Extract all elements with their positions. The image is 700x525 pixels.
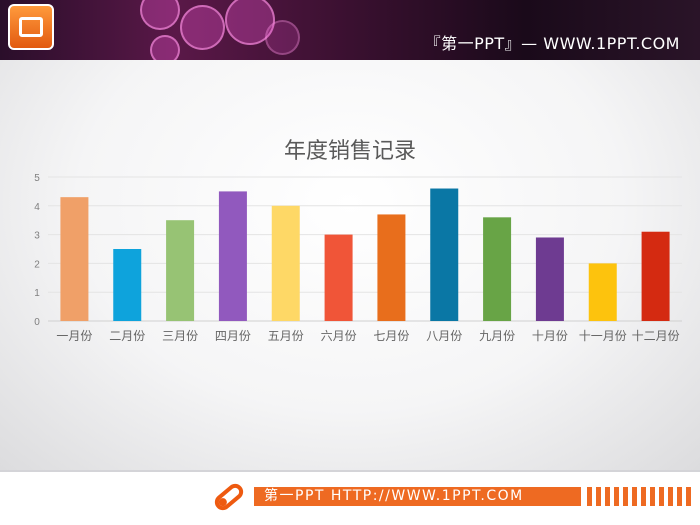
y-tick-label: 2 [34,259,40,270]
y-tick-label: 0 [34,317,40,328]
chart-title: 年度销售记录 [283,139,416,164]
footer-divider [0,470,700,472]
footer-url-bar: 第一PPT HTTP://WWW.1PPT.COM [254,487,581,506]
bar-6 [324,234,353,321]
stripe [677,487,682,506]
stripe [650,487,655,506]
bar-8 [430,188,459,321]
bar-1 [60,197,89,321]
x-tick-label: 九月份 [479,329,515,343]
bar-7 [377,214,406,321]
stripe [614,487,619,506]
stripe [596,487,601,506]
stripe [587,487,592,506]
bar-10 [535,237,564,321]
footer-stripes [587,487,691,506]
stripe [686,487,691,506]
y-tick-label: 4 [34,202,40,213]
stripe [659,487,664,506]
x-tick-label: 一月份 [56,329,92,343]
bokeh-decoration [225,0,275,45]
powerpoint-icon [8,4,54,50]
bar-2 [113,249,142,321]
bar-11 [588,263,617,321]
x-tick-label: 二月份 [109,329,145,343]
pen-icon [214,483,244,511]
stripe [623,487,628,506]
x-tick-label: 八月份 [426,329,462,343]
bar-12 [641,231,670,321]
y-tick-label: 3 [34,231,40,242]
x-tick-label: 十一月份 [579,329,627,343]
bokeh-decoration [150,35,180,60]
x-tick-label: 四月份 [215,329,251,343]
bokeh-decoration [180,5,225,50]
y-tick-label: 5 [34,173,40,184]
bar-5 [271,205,300,321]
header-banner: 『第一PPT』— WWW.1PPT.COM [0,0,700,60]
y-tick-label: 1 [34,288,40,299]
stripe [668,487,673,506]
bar-4 [218,191,247,321]
bar-9 [483,217,512,321]
x-tick-label: 七月份 [373,329,409,343]
x-tick-label: 十二月份 [632,329,680,343]
bar-3 [166,220,195,321]
stripe [632,487,637,506]
bokeh-decoration [265,20,300,55]
x-tick-label: 六月份 [321,329,357,343]
stripe [605,487,610,506]
site-title: 『第一PPT』— WWW.1PPT.COM [424,34,680,53]
stripe [641,487,646,506]
x-tick-label: 五月份 [268,329,304,343]
x-tick-label: 三月份 [162,329,198,343]
x-tick-label: 十月份 [532,329,568,343]
